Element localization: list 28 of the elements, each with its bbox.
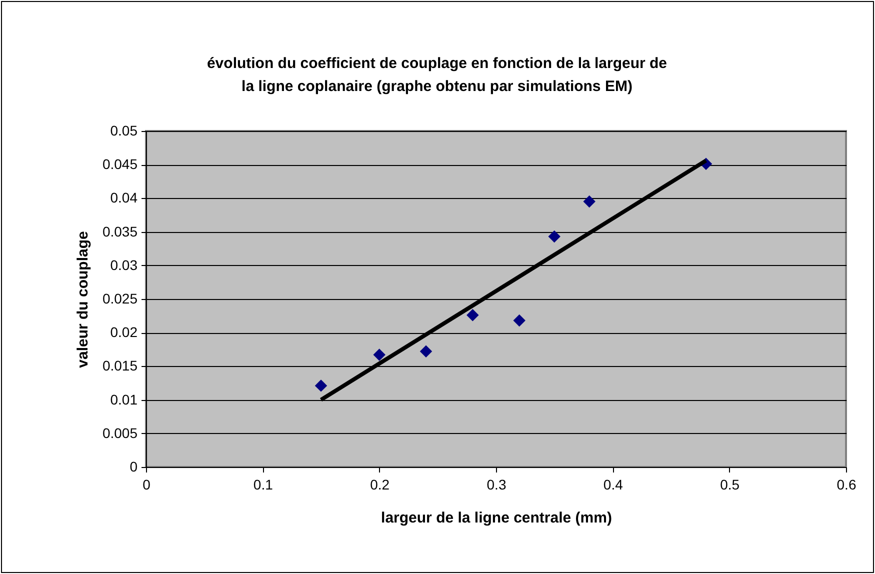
x-tick-label: 0.4	[603, 476, 624, 492]
x-axis-title: largeur de la ligne centrale (mm)	[381, 510, 612, 526]
y-tick-label: 0.025	[102, 290, 138, 306]
point	[583, 195, 596, 208]
y-tick-label: 0.035	[102, 223, 138, 240]
y-tick-label: 0	[130, 458, 138, 474]
x-tick-label: 0.6	[836, 476, 856, 492]
x-tick-label: 0.3	[486, 476, 506, 492]
point	[420, 345, 432, 358]
point	[373, 348, 386, 361]
x-tick-label: 0	[142, 476, 151, 492]
x-tick-label: 0.1	[253, 476, 274, 492]
y-tick-label: 0.015	[102, 358, 138, 374]
y-tick-label: 0.045	[102, 156, 138, 172]
chart-title: évolution du coefficient de couplage en fonction de la largeur de la ligne coplanaire (graphe obtenu par simulations EM)	[206, 55, 668, 95]
y-tick-label: 0.005	[102, 424, 138, 441]
point	[466, 309, 479, 322]
point	[548, 230, 560, 243]
y-tick-label: 0.01	[110, 391, 138, 408]
y-tick-label: 0.04	[110, 190, 138, 206]
x-tick-label: 0.5	[720, 476, 740, 492]
y-tick-label: 0.02	[110, 324, 138, 340]
point	[513, 314, 526, 327]
y-tick-label: 0.05	[110, 122, 138, 138]
y-tick-label: 0.03	[110, 256, 138, 273]
x-tick-label: 0.2	[370, 476, 390, 492]
y-axis-title: valeur du couplage	[74, 231, 92, 368]
point	[314, 380, 328, 392]
